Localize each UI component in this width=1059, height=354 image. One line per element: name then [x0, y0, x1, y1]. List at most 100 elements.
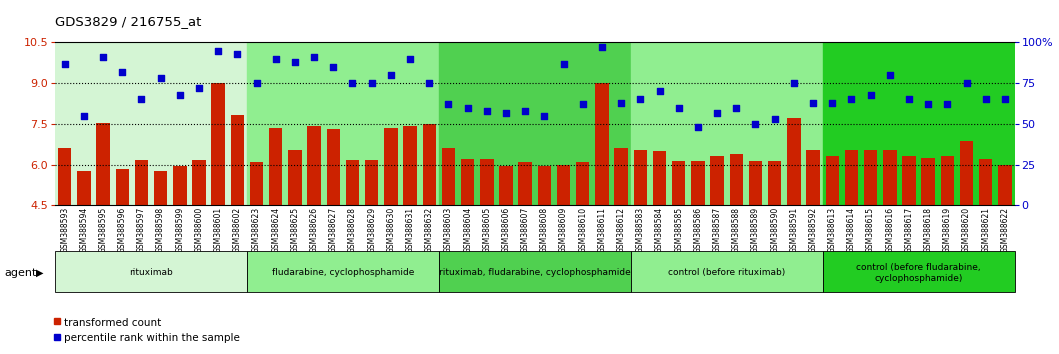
- Bar: [231, 115, 244, 205]
- Point: [113, 69, 130, 75]
- Point: [555, 61, 572, 67]
- Bar: [326, 129, 340, 205]
- Bar: [806, 150, 820, 205]
- Bar: [247, 42, 438, 205]
- Bar: [940, 156, 954, 205]
- Text: control (before fludarabine,
cyclophosphamide): control (before fludarabine, cyclophosph…: [857, 263, 981, 282]
- Bar: [730, 154, 743, 205]
- Bar: [823, 42, 1015, 205]
- Point: [498, 110, 515, 115]
- Point: [786, 80, 803, 86]
- Point: [344, 80, 361, 86]
- Point: [747, 121, 764, 127]
- Bar: [134, 160, 148, 205]
- Bar: [652, 151, 666, 205]
- Bar: [55, 42, 247, 205]
- Point: [439, 102, 456, 107]
- Bar: [595, 82, 609, 205]
- Point: [689, 124, 706, 130]
- Bar: [614, 148, 628, 205]
- Bar: [999, 165, 1011, 205]
- Bar: [826, 156, 839, 205]
- Bar: [499, 166, 513, 205]
- Point: [382, 72, 399, 78]
- Bar: [173, 166, 186, 205]
- Bar: [768, 161, 782, 205]
- Text: rituximab: rituximab: [129, 268, 173, 278]
- Text: percentile rank within the sample: percentile rank within the sample: [64, 333, 239, 343]
- Bar: [631, 42, 823, 205]
- Point: [152, 75, 169, 81]
- Point: [977, 97, 994, 102]
- Bar: [193, 160, 205, 205]
- Bar: [307, 126, 321, 205]
- Bar: [247, 251, 438, 292]
- Bar: [115, 169, 129, 205]
- Bar: [576, 162, 590, 205]
- Point: [479, 108, 496, 114]
- Text: fludarabine, cyclophosphamide: fludarabine, cyclophosphamide: [272, 268, 414, 278]
- Point: [670, 105, 687, 110]
- Text: control (before rituximab): control (before rituximab): [668, 268, 786, 278]
- Point: [517, 108, 534, 114]
- Bar: [77, 171, 91, 205]
- Point: [536, 113, 553, 119]
- Bar: [692, 161, 704, 205]
- Bar: [519, 162, 532, 205]
- Point: [843, 97, 860, 102]
- Bar: [711, 156, 723, 205]
- Bar: [442, 148, 455, 205]
- Bar: [438, 251, 631, 292]
- Point: [574, 102, 591, 107]
- Bar: [883, 150, 897, 205]
- Point: [919, 102, 936, 107]
- Bar: [633, 150, 647, 205]
- Point: [708, 110, 725, 115]
- Text: rituximab, fludarabine, cyclophosphamide: rituximab, fludarabine, cyclophosphamide: [438, 268, 631, 278]
- Bar: [845, 150, 858, 205]
- Point: [229, 51, 246, 57]
- Point: [210, 48, 227, 53]
- Bar: [96, 123, 110, 205]
- Point: [75, 113, 92, 119]
- Point: [593, 45, 610, 50]
- Point: [420, 80, 437, 86]
- Bar: [269, 128, 283, 205]
- Bar: [538, 166, 551, 205]
- Bar: [365, 160, 378, 205]
- Bar: [58, 148, 71, 205]
- Bar: [154, 171, 167, 205]
- Bar: [979, 159, 992, 205]
- Bar: [461, 159, 474, 205]
- Point: [900, 97, 917, 102]
- Point: [881, 72, 898, 78]
- Point: [997, 97, 1013, 102]
- Bar: [480, 159, 493, 205]
- Bar: [384, 128, 397, 205]
- Point: [191, 85, 208, 91]
- Point: [613, 100, 630, 105]
- Bar: [288, 150, 302, 205]
- Bar: [438, 42, 631, 205]
- Bar: [557, 165, 571, 205]
- Point: [862, 92, 879, 97]
- Point: [56, 61, 73, 67]
- Bar: [403, 126, 417, 205]
- Point: [824, 100, 841, 105]
- Bar: [787, 118, 801, 205]
- Point: [939, 102, 956, 107]
- Bar: [672, 161, 685, 205]
- Bar: [864, 150, 877, 205]
- Point: [133, 97, 150, 102]
- Bar: [749, 161, 762, 205]
- Point: [767, 116, 784, 122]
- Point: [728, 105, 744, 110]
- Bar: [902, 156, 916, 205]
- Bar: [959, 141, 973, 205]
- Point: [651, 88, 668, 94]
- Bar: [212, 83, 225, 205]
- Bar: [346, 160, 359, 205]
- Text: ▶: ▶: [36, 268, 43, 278]
- Point: [325, 64, 342, 70]
- Point: [94, 54, 111, 60]
